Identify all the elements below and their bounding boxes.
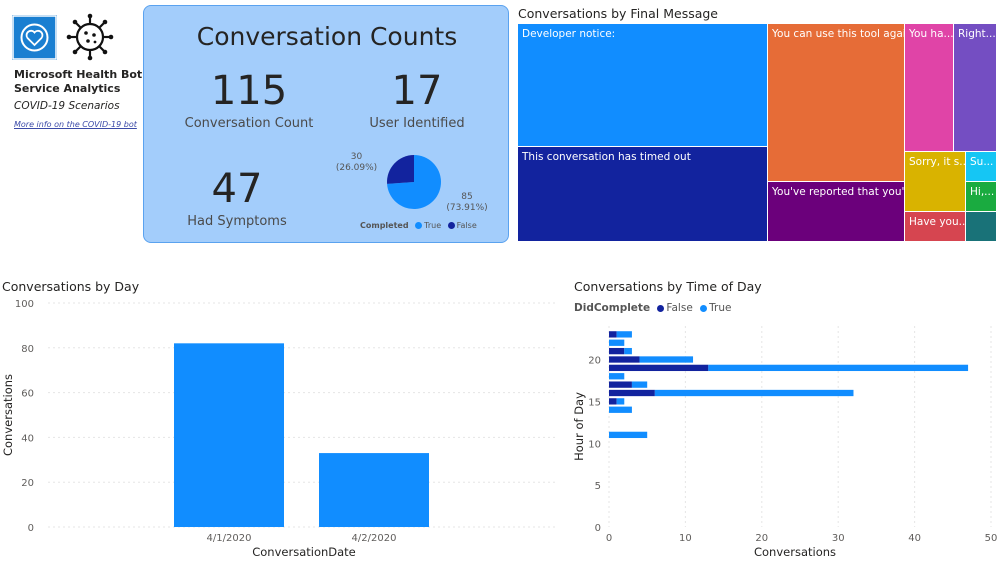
y-tick-label: 0 [28, 523, 34, 534]
y-axis-label: Hour of Day [572, 392, 586, 461]
bar-false-hour-16[interactable] [609, 389, 655, 397]
bar-true-hour-14[interactable] [609, 406, 632, 413]
pie-legend-false: False [456, 221, 477, 230]
y-tick-label: 100 [15, 299, 34, 310]
y-tick-label: 15 [588, 397, 601, 408]
x-tick-label: 4/2/2020 [352, 533, 397, 544]
pie-slice-true[interactable] [387, 155, 441, 209]
y-tick-label: 10 [588, 439, 601, 450]
brand-subtitle: COVID-19 Scenarios [14, 100, 120, 112]
bar-true-hour-18[interactable] [609, 373, 625, 380]
bar-false-hour-23[interactable] [609, 331, 617, 338]
legend-false-dot [657, 304, 665, 312]
final-message-treemap: Developer notice: This conversation has … [518, 24, 997, 242]
time-chart-title: Conversations by Time of Day [574, 279, 762, 294]
pie-label-false: 30 (26.09%) [335, 152, 378, 173]
bar-false-hour-19[interactable] [609, 364, 709, 372]
bar-true-hour-16[interactable] [654, 389, 854, 397]
bar-true-hour-11[interactable] [609, 431, 648, 439]
bar-true-hour-19[interactable] [708, 364, 969, 372]
x-axis-label: Conversations [754, 545, 836, 559]
legend-true-dot [415, 222, 423, 229]
x-tick-label: 10 [679, 533, 692, 544]
brand-title: Microsoft Health Bot Service Analytics [14, 68, 143, 95]
legend-false-dot [447, 222, 455, 229]
treemap-cell-timed-out[interactable]: This conversation has timed out [518, 147, 768, 242]
pie-legend: Completed True False [360, 221, 477, 230]
user-identified-value: 17 [391, 68, 443, 114]
bar-false-hour-21[interactable] [609, 347, 625, 355]
treemap-cell-su[interactable]: Su... [966, 152, 997, 182]
had-symptoms-label: Had Symptoms [187, 214, 287, 229]
user-identified-label: User Identified [369, 116, 465, 131]
conversation-count-label: Conversation Count [184, 116, 314, 131]
y-tick-label: 20 [588, 356, 601, 367]
treemap-cell-right[interactable]: Right... [954, 24, 997, 152]
bar-true-hour-20[interactable] [639, 356, 694, 363]
x-tick-label: 20 [755, 533, 768, 544]
bar-true-hour-23[interactable] [616, 331, 632, 338]
conversation-count-value: 115 [210, 68, 288, 114]
covid-bot-info-link[interactable]: More info on the COVID-19 bot [14, 120, 137, 129]
time-legend-true: True [709, 302, 732, 314]
day-chart-title: Conversations by Day [2, 279, 140, 294]
pie-legend-title: Completed [360, 221, 409, 230]
x-tick-label: 30 [832, 533, 845, 544]
treemap-cell-other[interactable] [966, 212, 997, 242]
y-tick-label: 20 [21, 478, 34, 489]
bar-4/1/2020[interactable] [174, 343, 284, 527]
x-tick-label: 40 [908, 533, 921, 544]
x-axis-label: ConversationDate [252, 545, 356, 559]
kpi-card-title: Conversation Counts [196, 22, 458, 51]
legend-true-dot [700, 304, 708, 312]
bar-false-hour-20[interactable] [609, 356, 640, 363]
treemap-cell-developer-notice[interactable]: Developer notice: [518, 24, 768, 147]
x-tick-label: 0 [606, 533, 612, 544]
bar-true-hour-17[interactable] [631, 381, 648, 388]
virus-icon [66, 13, 114, 61]
time-legend-false: False [666, 302, 693, 314]
conversation-counts-card: Conversation Counts 115 Conversation Cou… [143, 5, 509, 243]
health-bot-logo [12, 15, 57, 60]
y-tick-label: 80 [21, 344, 34, 355]
pie-label-true: 85 (73.91%) [446, 192, 488, 213]
x-tick-label: 50 [985, 533, 998, 544]
y-tick-label: 0 [595, 523, 601, 534]
treemap-cell-you-have[interactable]: You ha... [905, 24, 954, 152]
pie-slice-false[interactable] [387, 155, 414, 184]
bar-false-hour-17[interactable] [609, 381, 632, 388]
y-tick-label: 60 [21, 389, 34, 400]
bar-false-hour-15[interactable] [609, 398, 617, 405]
treemap-cell-hi[interactable]: Hi,... [966, 182, 997, 212]
bar-4/2/2020[interactable] [319, 453, 429, 527]
time-chart-legend: DidComplete False True [574, 302, 731, 314]
had-symptoms-value: 47 [211, 166, 263, 212]
treemap-cell-have-you[interactable]: Have you... [905, 212, 966, 242]
y-tick-label: 5 [595, 481, 601, 492]
x-tick-label: 4/1/2020 [207, 533, 252, 544]
pie-legend-true: True [424, 221, 442, 230]
bar-true-hour-15[interactable] [616, 398, 625, 405]
treemap-cell-youve-reported[interactable]: You've reported that you'v... [768, 182, 905, 242]
bar-true-hour-21[interactable] [624, 347, 632, 355]
bar-true-hour-22[interactable] [609, 339, 625, 346]
completed-pie-chart[interactable] [384, 152, 444, 212]
y-tick-label: 40 [21, 433, 34, 444]
treemap-cell-use-this-tool[interactable]: You can use this tool agai... [768, 24, 905, 182]
treemap-cell-sorry[interactable]: Sorry, it s... [905, 152, 966, 212]
y-axis-label: Conversations [1, 374, 15, 456]
treemap-title: Conversations by Final Message [518, 6, 718, 21]
time-legend-title: DidComplete [574, 302, 651, 314]
